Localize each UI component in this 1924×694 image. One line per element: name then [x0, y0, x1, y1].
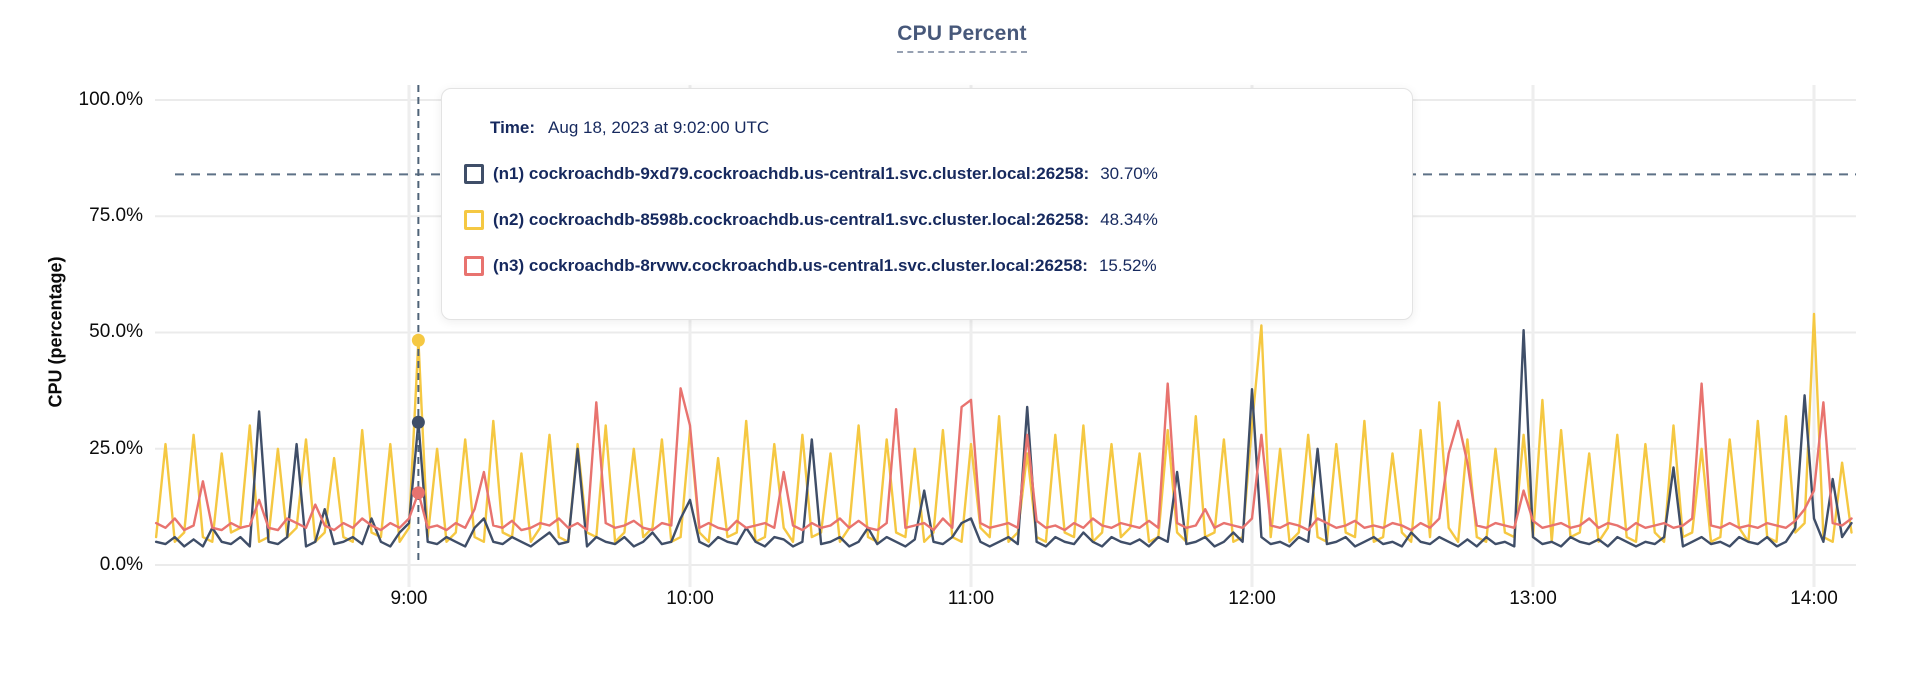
tooltip-series-row-n2: (n2) cockroachdb-8598b.cockroachdb.us-ce…: [464, 205, 1388, 235]
y-tick-50: 50.0%: [89, 321, 143, 342]
series-line: [154, 329, 1853, 548]
tooltip-series-row-n3: (n3) cockroachdb-8rvwv.cockroachdb.us-ce…: [464, 251, 1388, 281]
x-tick-12: 12:00: [1228, 588, 1276, 609]
n1-series-name: (n1) cockroachdb-9xd79.cockroachdb.us-ce…: [493, 164, 1090, 183]
tooltip-time-label: Time:: [490, 118, 536, 137]
series-line: [154, 312, 1853, 543]
x-tick-13: 13:00: [1509, 588, 1557, 609]
n1-series-value: 30.70%: [1100, 164, 1158, 183]
hover-point-dot: [411, 486, 425, 500]
n2-series-value: 48.34%: [1100, 210, 1158, 229]
y-tick-0: 0.0%: [99, 554, 143, 575]
chart-title-row: CPU Percent: [0, 22, 1924, 53]
tooltip-time-value: Aug 18, 2023 at 9:02:00 UTC: [548, 118, 770, 137]
y-tick-25: 25.0%: [89, 438, 143, 459]
chart-title[interactable]: CPU Percent: [897, 22, 1027, 53]
n2-series-swatch: [464, 210, 484, 230]
series-line: [154, 382, 1853, 532]
x-tick-10: 10:00: [666, 588, 714, 609]
hover-point-dot: [411, 333, 425, 347]
x-tick-14: 14:00: [1790, 588, 1838, 609]
x-tick-9: 9:00: [390, 588, 428, 609]
tooltip-time-row: Time: Aug 18, 2023 at 9:02:00 UTC: [464, 113, 1388, 143]
y-tick-100: 100.0%: [78, 89, 143, 110]
n1-series-swatch: [464, 164, 484, 184]
n3-series-swatch: [464, 256, 484, 276]
x-tick-11: 11:00: [947, 588, 995, 609]
n3-series-value: 15.52%: [1098, 256, 1157, 275]
hover-tooltip: Time: Aug 18, 2023 at 9:02:00 UTC (n1) c…: [441, 88, 1413, 320]
y-tick-75: 75.0%: [89, 205, 143, 226]
tooltip-series-row-n1: (n1) cockroachdb-9xd79.cockroachdb.us-ce…: [464, 159, 1388, 189]
n2-series-name: (n2) cockroachdb-8598b.cockroachdb.us-ce…: [493, 210, 1090, 229]
hover-point-dot: [411, 415, 425, 429]
n3-series-name: (n3) cockroachdb-8rvwv.cockroachdb.us-ce…: [493, 256, 1088, 275]
